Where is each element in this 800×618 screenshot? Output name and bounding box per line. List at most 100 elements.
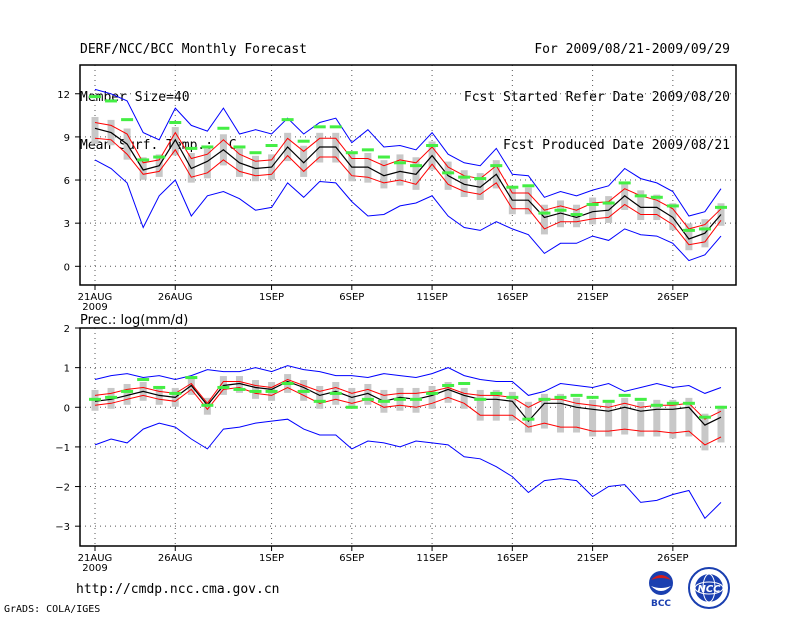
plot-frame [79, 327, 737, 547]
bcc-logo-text: BCC [651, 599, 671, 608]
control-marker [201, 403, 214, 407]
spread-box [717, 405, 725, 443]
control-marker [474, 397, 487, 401]
spread-box [508, 391, 516, 421]
control-marker [169, 121, 182, 125]
x-tick-label: 26SEP [657, 553, 688, 564]
control-marker [506, 185, 519, 189]
control-marker [345, 405, 358, 409]
control-marker [650, 403, 663, 407]
spread-box [91, 117, 99, 144]
control-marker [474, 177, 487, 181]
control-marker [490, 391, 503, 395]
spread-box [524, 401, 532, 433]
control-marker [650, 195, 663, 199]
control-marker [506, 395, 519, 399]
x-tick-label: 1SEP [259, 553, 284, 564]
series-line-min [94, 418, 722, 520]
control-marker [634, 397, 647, 401]
control-marker [393, 397, 406, 401]
control-marker [137, 158, 150, 162]
control-marker [554, 208, 567, 212]
spread-box [556, 393, 564, 433]
control-marker [89, 397, 101, 401]
y-tick-label: 1 [64, 364, 70, 375]
control-marker [538, 397, 551, 401]
control-marker [426, 391, 439, 395]
control-marker [682, 228, 695, 232]
ncc-logo-text: NCC [697, 584, 721, 595]
control-marker [153, 155, 166, 159]
forecast-period-label: For 2009/08/21-2009/09/29 [534, 42, 730, 57]
control-marker [89, 95, 101, 99]
spread-box [540, 204, 548, 235]
control-marker [329, 125, 342, 129]
control-marker [442, 171, 455, 175]
panel-title: Prec.: log(mm/d) [80, 313, 188, 328]
y-tick-label: 0 [64, 403, 70, 414]
control-marker [602, 201, 615, 205]
control-marker [570, 393, 583, 397]
control-marker [618, 181, 631, 185]
spread-box [621, 397, 629, 435]
x-tick-label: 21SEP [577, 553, 608, 564]
footer-url[interactable]: http://cmdp.ncc.cma.gov.cn [76, 582, 280, 597]
spread-box [203, 148, 211, 179]
control-marker [410, 397, 423, 401]
x-year-label: 2009 [82, 563, 107, 574]
spread-box [556, 200, 564, 228]
control-marker [313, 399, 326, 403]
control-marker [201, 145, 214, 149]
spread-box [508, 187, 516, 215]
series-line-spread-lower [94, 386, 722, 446]
spread-box [669, 203, 677, 231]
x-tick-label: 26AUG [158, 292, 193, 303]
y-tick-label: −1 [55, 443, 70, 454]
series-line-spread-upper [94, 122, 722, 230]
control-marker [249, 389, 262, 393]
control-marker [361, 148, 374, 152]
control-marker [522, 184, 535, 188]
chart-title: DERF/NCC/BCC Monthly Forecast [80, 42, 307, 57]
control-marker [249, 151, 262, 155]
control-marker [121, 118, 134, 122]
control-marker [715, 405, 727, 409]
spread-box [396, 154, 404, 186]
control-marker [217, 126, 230, 130]
spread-box [589, 399, 597, 437]
spread-box [605, 401, 613, 437]
control-marker [265, 389, 278, 393]
control-marker [297, 389, 310, 393]
x-tick-label: 21AUG [78, 292, 113, 303]
control-marker [602, 399, 615, 403]
y-tick-label: 6 [64, 176, 70, 187]
control-marker [586, 395, 599, 399]
spread-box [187, 378, 195, 395]
control-marker [153, 385, 166, 389]
forecast-start-label: Fcst Started Refer Date 2009/08/20 [463, 90, 730, 105]
y-tick-label: −2 [55, 483, 70, 494]
y-tick-label: 2 [64, 324, 70, 335]
series-line-min [94, 159, 722, 262]
control-marker [313, 125, 326, 129]
spread-box [316, 385, 324, 409]
series-line-spread-lower [94, 137, 722, 246]
x-tick-label: 11SEP [416, 553, 447, 564]
control-marker [377, 399, 390, 403]
ncc-logo-globe [695, 574, 723, 602]
chart-panel-1: 21AUG 26AUG 1SEP 6SEP 11SEP 16SEP 21SEP 26SEP 20… [57, 64, 737, 313]
control-marker [682, 401, 695, 405]
control-marker [442, 383, 455, 387]
control-marker [698, 227, 711, 231]
header-right: For 2009/08/21-2009/09/29 Fcst Started R… [464, 10, 730, 170]
control-marker [265, 144, 278, 148]
ncc-logo: NCC [688, 567, 730, 609]
bcc-logo-globe [649, 571, 673, 595]
control-marker [377, 155, 390, 159]
series-line-mean [94, 380, 722, 426]
control-marker [458, 381, 471, 385]
x-tick-label: 16SEP [497, 292, 528, 303]
x-tick-label: 21AUG [78, 553, 113, 564]
spread-box [460, 387, 468, 409]
spread-box [653, 399, 661, 437]
